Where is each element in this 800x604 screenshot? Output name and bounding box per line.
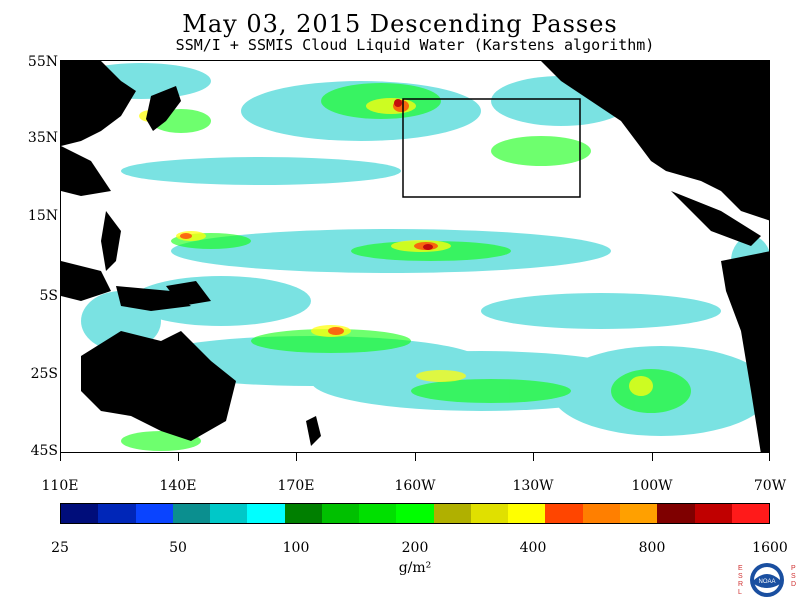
colorbar-segment — [247, 504, 285, 523]
colorbar-segment — [470, 504, 509, 523]
lon-label: 130W — [512, 478, 554, 494]
colorbar-label: 100 — [282, 540, 310, 556]
lon-label: 140E — [159, 478, 197, 494]
colorbar-segment — [210, 504, 248, 523]
lon-label: 170E — [277, 478, 315, 494]
lon-label: 100W — [631, 478, 673, 494]
colorbar-segment — [545, 504, 583, 523]
colorbar-segment — [582, 504, 620, 523]
axis-tick — [415, 453, 416, 461]
map-canvas — [61, 61, 769, 452]
colorbar-segment — [321, 504, 360, 523]
lat-label: 25S — [30, 366, 58, 382]
lat-label: 15N — [27, 208, 58, 224]
colorbar-label: 400 — [519, 540, 547, 556]
axis-tick — [533, 453, 534, 461]
colorbar-segment — [172, 504, 211, 523]
axis-tick — [769, 453, 770, 461]
colorbar-segment — [619, 504, 658, 523]
colorbar-segment — [284, 504, 322, 523]
axis-tick — [178, 453, 179, 461]
colorbar-segment — [135, 504, 173, 523]
axis-tick — [60, 453, 61, 461]
map-title: May 03, 2015 Descending Passes — [182, 10, 618, 38]
colorbar-segment — [694, 504, 732, 523]
colorbar-segment — [731, 504, 770, 523]
lat-label: 55N — [27, 54, 58, 70]
colorbar-label: 25 — [51, 540, 69, 556]
region-box — [402, 98, 581, 198]
svg-text:NOAA: NOAA — [758, 579, 775, 585]
land-masses — [61, 61, 769, 452]
lon-label: 110E — [41, 478, 79, 494]
colorbar-units: g/m² — [398, 560, 432, 576]
colorbar-segment — [508, 504, 546, 523]
colorbar-segment — [657, 504, 695, 523]
colorbar-segment — [98, 504, 136, 523]
axis-tick — [652, 453, 653, 461]
colorbar-segment — [359, 504, 397, 523]
colorbar-label: 50 — [169, 540, 187, 556]
colorbar-segment — [433, 504, 471, 523]
colorbar-segment — [396, 504, 434, 523]
map-subtitle: SSM/I + SSMIS Cloud Liquid Water (Karste… — [175, 36, 655, 54]
colorbar — [60, 503, 770, 524]
lon-label: 160W — [394, 478, 436, 494]
axis-tick — [296, 453, 297, 461]
colorbar-label: 200 — [401, 540, 429, 556]
lon-label: 70W — [753, 478, 787, 494]
colorbar-label: 800 — [638, 540, 666, 556]
lat-label: 45S — [30, 443, 58, 459]
cloud-water-map — [60, 60, 770, 453]
svg-text:PSD: PSD — [791, 565, 796, 588]
lat-label: 5S — [39, 288, 59, 304]
colorbar-segment — [61, 504, 99, 523]
colorbar-label: 1600 — [752, 540, 788, 556]
lat-label: 35N — [27, 130, 58, 146]
